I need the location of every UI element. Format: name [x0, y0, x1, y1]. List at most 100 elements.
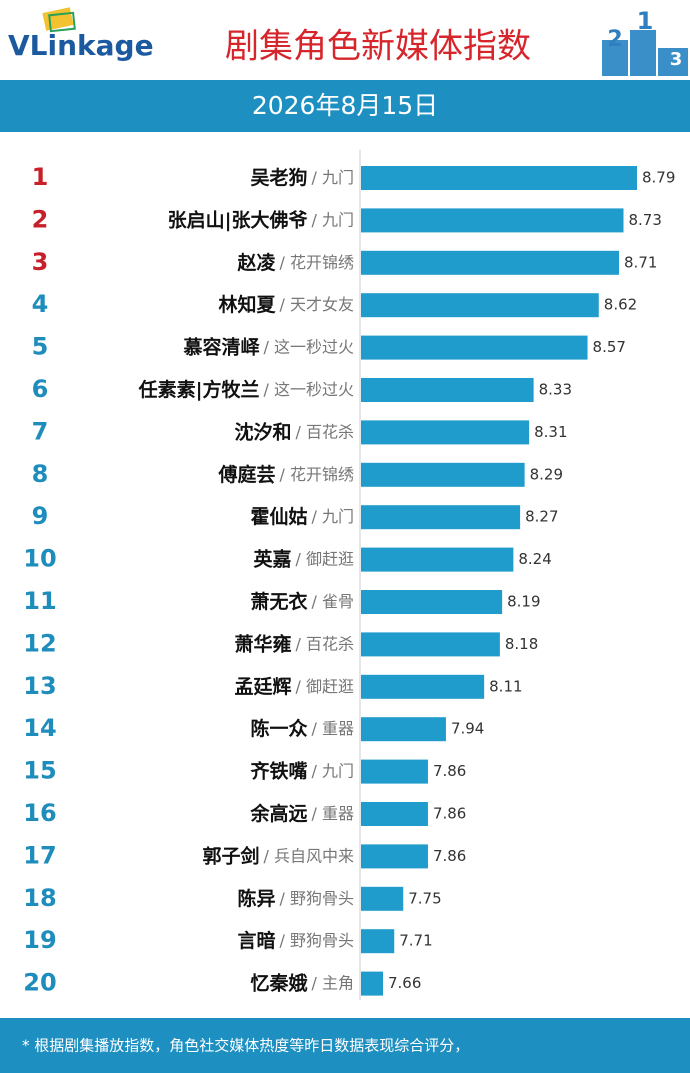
value-label: 8.24 — [518, 550, 551, 568]
value-label: 8.73 — [629, 211, 662, 229]
logo-icon — [42, 7, 76, 33]
character-name: 陈异 — [238, 886, 276, 909]
rank: 6 — [32, 375, 49, 403]
drama-name: / 花开锦绣 — [280, 464, 354, 483]
drama-name: / 御赶逛 — [296, 549, 354, 568]
row-label: 萧华雍 / 百花杀 — [235, 632, 355, 655]
row-label: 萧无衣 / 雀骨 — [251, 590, 355, 613]
drama-name: / 花开锦绣 — [280, 252, 354, 271]
character-name: 吴老狗 — [251, 166, 308, 189]
drama-name: / 天才女友 — [280, 295, 354, 314]
value-label: 8.62 — [604, 296, 637, 314]
podium-label: 2 — [607, 27, 622, 52]
drama-name: / 九门 — [312, 168, 354, 187]
chart-title: 剧集角色新媒体指数 — [225, 27, 531, 67]
drama-name: / 雀骨 — [312, 592, 354, 611]
row-label: 齐铁嘴 / 九门 — [251, 759, 355, 782]
row-label: 孟廷辉 / 御赶逛 — [235, 675, 355, 697]
character-name: 忆秦娥 — [251, 971, 308, 994]
rank: 13 — [23, 672, 56, 700]
value-label: 7.66 — [388, 974, 421, 992]
bar — [361, 844, 428, 869]
character-name: 赵凌 — [237, 250, 277, 273]
character-name: 孟廷辉 — [235, 675, 292, 697]
value-label: 8.57 — [593, 338, 626, 356]
character-name: 萧华雍 — [235, 632, 292, 655]
podium-icon — [602, 30, 688, 76]
character-name: 林知夏 — [219, 293, 277, 316]
footer-band — [0, 1018, 690, 1073]
drama-name: / 百花杀 — [296, 634, 354, 653]
rank: 10 — [23, 545, 56, 573]
rank: 15 — [23, 757, 56, 785]
rank: 3 — [32, 248, 49, 276]
rows: 1 吴老狗 / 九门 8.792 张启山|张大佛爷 / 九门 8.733 赵凌 / 花开锦绣 8.… — [23, 163, 675, 997]
value-label: 7.86 — [433, 847, 466, 865]
value-label: 8.31 — [534, 423, 567, 441]
value-label: 7.94 — [451, 720, 484, 738]
row-label: 吴老狗 / 九门 — [251, 166, 355, 189]
value-label: 8.18 — [505, 635, 538, 653]
rank: 1 — [32, 163, 49, 191]
character-name: 霍仙姑 — [251, 505, 308, 528]
rank: 12 — [23, 629, 56, 657]
value-label: 8.33 — [539, 381, 572, 399]
rank: 17 — [23, 841, 56, 869]
footnote: * 根据剧集播放指数，角色社交媒体热度等昨日数据表现综合评分， — [22, 1037, 469, 1055]
bar — [361, 886, 404, 911]
drama-name: / 九门 — [312, 761, 354, 780]
rank: 5 — [32, 333, 49, 361]
value-label: 8.27 — [525, 508, 558, 526]
bar — [361, 590, 503, 614]
podium-label: 3 — [670, 49, 683, 70]
rank: 9 — [32, 502, 49, 530]
bar — [361, 462, 525, 487]
character-name: 郭子剑 — [203, 844, 260, 867]
value-label: 8.79 — [642, 169, 675, 187]
bar — [361, 208, 624, 233]
rank: 14 — [23, 714, 56, 742]
character-name: 齐铁嘴 — [251, 759, 308, 782]
value-label: 7.71 — [399, 932, 432, 950]
podium-label: 1 — [637, 7, 654, 35]
bar — [361, 335, 588, 360]
bar — [361, 717, 446, 742]
value-label: 8.19 — [507, 593, 540, 611]
drama-name: / 野狗骨头 — [280, 931, 354, 950]
value-label: 7.86 — [433, 805, 466, 823]
bar — [361, 929, 395, 954]
rank: 11 — [23, 587, 56, 615]
drama-name: / 兵自风中来 — [264, 846, 354, 865]
drama-name: / 这一秒过火 — [264, 337, 354, 356]
rank: 2 — [32, 205, 49, 233]
rank: 20 — [23, 969, 56, 997]
value-label: 7.75 — [408, 889, 441, 907]
bar — [361, 632, 500, 657]
bar — [361, 293, 599, 318]
bar — [361, 547, 514, 572]
rank: 8 — [32, 460, 49, 488]
row-label: 赵凌 / 花开锦绣 — [237, 250, 355, 273]
row-label: 张启山|张大佛爷 / 九门 — [168, 208, 354, 231]
character-name: 任素素|方牧兰 — [138, 378, 260, 401]
bar — [361, 378, 534, 402]
drama-name: / 百花杀 — [296, 422, 354, 441]
bar — [361, 674, 485, 699]
character-name: 言暗 — [238, 929, 276, 952]
drama-name: / 野狗骨头 — [280, 888, 354, 907]
rank: 16 — [23, 799, 56, 827]
logo: VLinkage — [8, 29, 154, 62]
rank: 4 — [32, 290, 49, 318]
bar — [361, 759, 428, 784]
row-label: 沈汐和 / 百花杀 — [235, 420, 355, 443]
drama-name: / 这一秒过火 — [264, 380, 354, 399]
row-label: 郭子剑 / 兵自风中来 — [203, 844, 355, 867]
row-label: 任素素|方牧兰 / 这一秒过火 — [138, 378, 354, 401]
value-label: 8.71 — [624, 253, 657, 271]
value-label: 8.11 — [489, 677, 522, 695]
row-label: 英嘉 / 御赶逛 — [254, 547, 355, 570]
rank: 19 — [23, 926, 56, 954]
bar — [361, 166, 637, 190]
